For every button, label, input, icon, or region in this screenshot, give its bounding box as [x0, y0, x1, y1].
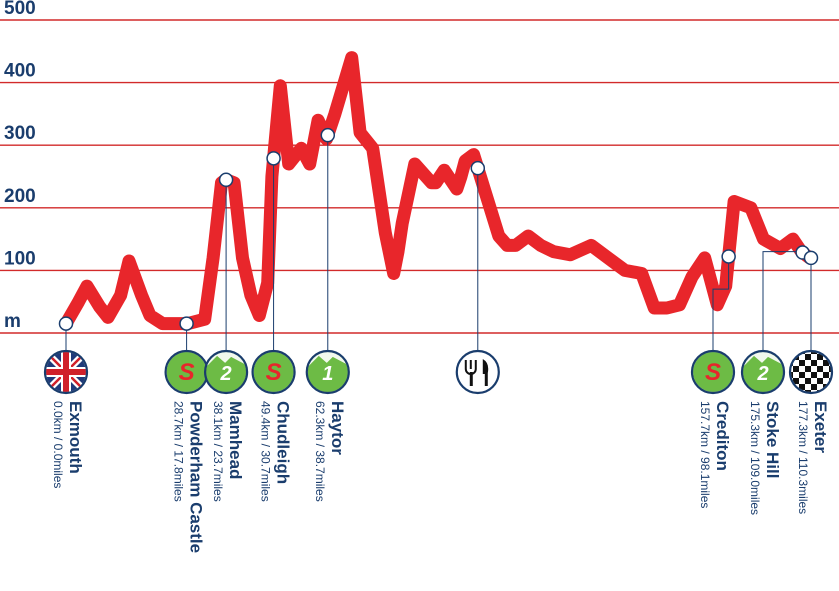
location-marker: [58, 316, 74, 331]
sprint-icon: S: [251, 349, 296, 395]
climb-2-icon: 2: [203, 349, 249, 395]
sprint-icon: S: [164, 349, 209, 395]
location-stem: [266, 151, 281, 351]
location-name: Mamhead: [226, 401, 245, 479]
icon-letter: 1: [322, 363, 333, 385]
location-distance: 0.0km / 0.0miles: [51, 401, 65, 488]
y-tick-label: 100: [4, 248, 36, 269]
location-stem: [803, 250, 819, 351]
location-distance: 177.3km / 110.3miles: [796, 401, 810, 514]
location-name: Exeter: [811, 401, 830, 453]
location-stem: [58, 316, 74, 351]
location-marker: [803, 250, 819, 266]
location-name: Haytor: [328, 401, 347, 455]
location-distance: 62.3km / 38.7miles: [313, 401, 327, 502]
y-tick-label: 200: [4, 186, 36, 207]
location-name: Powderham Castle: [187, 401, 206, 553]
union-flag-icon: [43, 349, 89, 395]
finish-flag-icon: [788, 349, 834, 395]
feed-zone-icon: [455, 349, 500, 395]
location-stem: [470, 160, 486, 351]
location-distance: 175.3km / 109.0miles: [748, 401, 762, 515]
sprint-icon: S: [690, 349, 736, 395]
icon-letter: 2: [756, 363, 768, 385]
y-tick-label: 400: [4, 61, 36, 82]
location-marker: [266, 151, 281, 166]
location-name: Stoke Hill: [763, 401, 782, 478]
location-name: Chudleigh: [274, 401, 293, 484]
location-marker: [721, 249, 736, 264]
y-axis-ticks: 500 400 300 200 100 m: [4, 0, 36, 332]
location-distance: 38.1km / 23.7miles: [211, 401, 225, 502]
icon-letter: 2: [220, 363, 232, 385]
location-marker: [218, 172, 234, 188]
y-tick-label: 300: [4, 123, 36, 144]
grid-lines: [0, 19, 839, 334]
location-name: Crediton: [713, 401, 732, 471]
location-marker: [179, 316, 194, 331]
location-stem: [218, 172, 234, 351]
location-distance: 28.7km / 17.8miles: [172, 401, 186, 502]
location-stem: [762, 245, 810, 351]
location-marker: [470, 160, 486, 176]
location-stem: [320, 127, 336, 351]
location-stem: [712, 249, 736, 351]
location-distance: 49.4km / 30.7miles: [259, 401, 273, 502]
elevation-profile-line: [59, 51, 817, 331]
icon-letter: S: [266, 359, 282, 386]
location-icons: S 2 S 1 S 2: [43, 349, 834, 395]
location-stems: [58, 127, 819, 351]
y-tick-label: m: [4, 311, 21, 332]
location-distance: 157.7km / 98.1miles: [698, 401, 712, 508]
location-stem: [179, 316, 194, 351]
climb-1-icon: 1: [305, 349, 350, 395]
icon-letter: S: [179, 359, 195, 386]
y-tick-label: 500: [4, 0, 36, 19]
location-name: Exmouth: [66, 401, 85, 474]
icon-letter: S: [705, 359, 721, 386]
location-marker: [320, 127, 336, 143]
